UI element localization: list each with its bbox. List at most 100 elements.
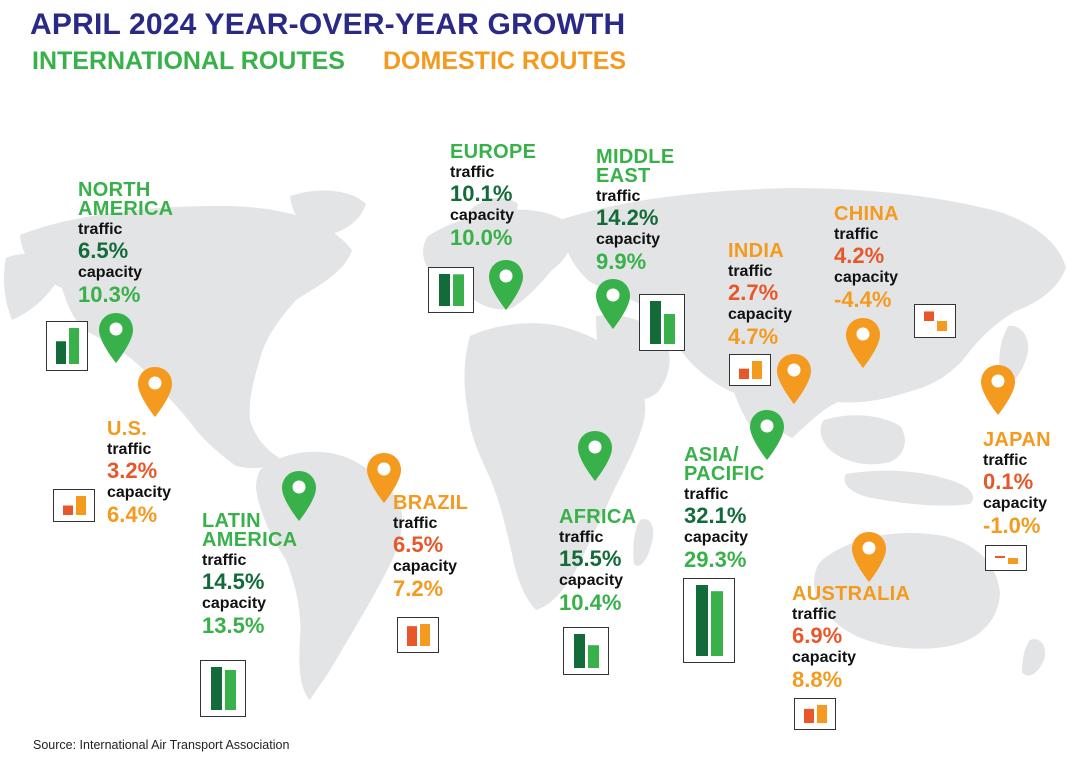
land-asia xyxy=(560,188,1066,438)
traffic-label: traffic xyxy=(792,606,837,623)
legend-international-routes: INTERNATIONAL ROUTES xyxy=(32,47,345,75)
traffic-label: traffic xyxy=(559,529,604,546)
region-name: INDIA xyxy=(728,240,784,262)
traffic-bar xyxy=(439,274,450,306)
mini-chart-latin-america xyxy=(200,660,246,717)
capacity-value: 13.5% xyxy=(202,612,265,638)
region-brazil: BRAZIL traffic 6.5% capacity 7.2% xyxy=(393,493,468,600)
capacity-bar xyxy=(453,274,464,306)
mini-chart-middle-east xyxy=(639,294,685,351)
map-pin-icon xyxy=(596,279,630,329)
traffic-value: 6.5% xyxy=(393,532,444,558)
land-africa xyxy=(464,323,646,610)
map-pin-icon xyxy=(282,471,316,521)
capacity-value: -1.0% xyxy=(983,512,1041,538)
capacity-bar xyxy=(420,624,430,646)
land-alaska xyxy=(4,253,60,320)
capacity-bar xyxy=(664,314,675,344)
region-name: ASIA/PACIFIC xyxy=(684,444,765,485)
region-africa: AFRICA traffic 15.5% capacity 10.4% xyxy=(559,507,636,614)
capacity-bar xyxy=(937,321,947,331)
region-name: JAPAN xyxy=(983,429,1051,451)
map-pin-icon xyxy=(138,367,172,417)
traffic-label: traffic xyxy=(393,515,438,532)
capacity-label: capacity xyxy=(78,264,143,282)
region-middle-east: MIDDLE EAST traffic 14.2% capacity 9.9% xyxy=(596,147,674,274)
traffic-bar xyxy=(924,311,934,321)
map-pin-icon xyxy=(750,410,784,460)
region-name: U.S. xyxy=(107,418,148,440)
mini-chart-africa xyxy=(563,627,609,675)
capacity-bar xyxy=(711,591,723,656)
region-us: U.S. traffic 3.2% capacity 6.4% xyxy=(107,418,172,527)
traffic-label: traffic xyxy=(596,188,641,205)
map-pin-icon xyxy=(367,453,401,503)
mini-chart-japan xyxy=(985,545,1027,571)
capacity-value: 9.9% xyxy=(596,248,647,274)
mini-chart-us xyxy=(53,489,95,522)
capacity-bar xyxy=(752,361,762,379)
capacity-label: capacity xyxy=(983,495,1048,513)
land-indonesia xyxy=(844,470,974,506)
region-australia: AUSTRALIA traffic 6.9% capacity 8.8% xyxy=(792,583,911,692)
land-southeast-asia xyxy=(820,415,905,465)
region-name: EUROPE xyxy=(450,141,537,163)
capacity-value: 10.3% xyxy=(78,281,141,307)
capacity-label: capacity xyxy=(684,529,749,547)
traffic-value: 6.5% xyxy=(78,238,129,264)
capacity-label: capacity xyxy=(596,231,661,249)
traffic-bar xyxy=(650,301,661,344)
region-japan: JAPAN traffic 0.1% capacity -1.0% xyxy=(983,429,1051,538)
capacity-label: capacity xyxy=(792,649,857,667)
capacity-label: capacity xyxy=(107,484,172,502)
traffic-bar xyxy=(804,708,814,723)
traffic-bar xyxy=(739,368,749,379)
land-greenland xyxy=(290,190,366,236)
capacity-value: 6.4% xyxy=(107,501,158,527)
land-madagascar xyxy=(633,519,654,566)
region-asia-pacific: ASIA/PACIFIC traffic 32.1% capacity 29.3… xyxy=(684,444,765,572)
traffic-value: 4.2% xyxy=(834,243,885,269)
traffic-value: 2.7% xyxy=(728,280,779,306)
capacity-label: capacity xyxy=(728,306,793,324)
traffic-value: 32.1% xyxy=(684,503,747,529)
traffic-bar xyxy=(696,585,708,656)
map-pin-icon xyxy=(578,431,612,481)
traffic-label: traffic xyxy=(78,221,123,238)
land-new-zealand xyxy=(1022,639,1046,676)
mini-chart-brazil xyxy=(397,617,439,653)
traffic-bar xyxy=(56,341,66,364)
capacity-value: 29.3% xyxy=(684,546,747,572)
land-north-america xyxy=(20,205,352,469)
region-name: AUSTRALIA xyxy=(792,583,911,605)
map-pin-icon xyxy=(489,260,523,310)
traffic-bar xyxy=(574,634,585,668)
capacity-bar xyxy=(1008,558,1018,564)
mini-chart-india xyxy=(729,354,771,386)
region-name: NORTH AMERICA xyxy=(78,179,174,220)
capacity-bar xyxy=(69,328,79,364)
region-north-america: NORTH AMERICA traffic 6.5% capacity 10.3% xyxy=(78,179,174,307)
traffic-label: traffic xyxy=(983,452,1028,469)
capacity-bar xyxy=(225,669,236,710)
mini-chart-asia-pacific xyxy=(683,578,735,663)
traffic-bar xyxy=(995,556,1005,558)
traffic-value: 15.5% xyxy=(559,546,622,572)
capacity-value: -4.4% xyxy=(834,286,892,312)
capacity-bar xyxy=(588,645,599,668)
traffic-label: traffic xyxy=(450,164,495,181)
traffic-bar xyxy=(63,505,73,515)
capacity-value: 4.7% xyxy=(728,323,779,349)
capacity-label: capacity xyxy=(393,558,458,576)
traffic-label: traffic xyxy=(107,441,152,458)
map-pin-icon xyxy=(99,313,133,363)
traffic-label: traffic xyxy=(728,263,773,280)
traffic-value: 10.1% xyxy=(450,181,513,207)
capacity-bar xyxy=(817,705,827,723)
mini-chart-china xyxy=(914,304,956,338)
capacity-value: 8.8% xyxy=(792,666,843,692)
land-south-america xyxy=(256,451,403,700)
region-name: CHINA xyxy=(834,203,899,225)
traffic-label: traffic xyxy=(684,486,729,503)
